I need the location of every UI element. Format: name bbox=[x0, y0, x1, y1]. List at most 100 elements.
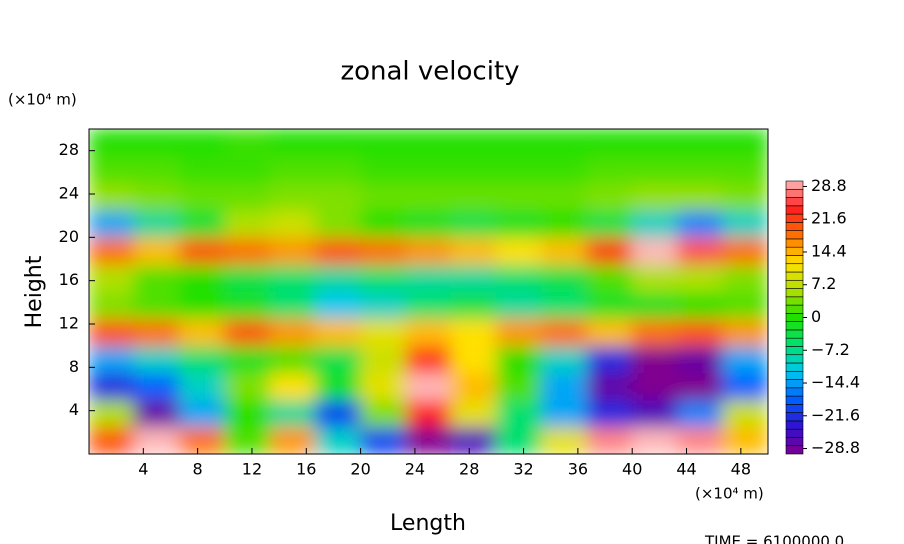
heatmap-cell bbox=[450, 345, 497, 374]
heatmap-cell bbox=[89, 209, 135, 238]
colorbar-segment bbox=[785, 346, 804, 356]
colorbar-segment bbox=[785, 205, 804, 215]
heatmap-cell bbox=[405, 263, 452, 292]
heatmap-cell bbox=[450, 209, 497, 238]
heatmap-cell bbox=[89, 372, 135, 401]
heatmap-cell bbox=[89, 291, 135, 320]
colorbar-segment bbox=[785, 329, 804, 339]
heatmap-cell bbox=[89, 236, 135, 265]
colorbar-label: 14.4 bbox=[811, 241, 847, 260]
heatmap-cell bbox=[89, 263, 135, 292]
heatmap-cell bbox=[631, 372, 679, 401]
x-unit: (×10⁴ m) bbox=[695, 485, 764, 503]
heatmap bbox=[89, 129, 768, 454]
colorbar-segment bbox=[785, 395, 804, 405]
heatmap-cell bbox=[676, 263, 724, 292]
x-tick-label: 8 bbox=[193, 460, 203, 479]
heatmap-cell bbox=[224, 182, 271, 211]
x-tick-label: 24 bbox=[405, 460, 425, 479]
heatmap-cell bbox=[133, 263, 181, 292]
colorbar-segment bbox=[785, 412, 804, 422]
colorbar-label: 0 bbox=[811, 307, 821, 326]
heatmap-cell bbox=[631, 155, 679, 184]
heatmap-cell bbox=[676, 209, 724, 238]
y-tick-label: 24 bbox=[59, 184, 79, 203]
heatmap-cell bbox=[360, 426, 407, 454]
heatmap-cell bbox=[314, 291, 362, 320]
x-tick-label: 16 bbox=[296, 460, 316, 479]
heatmap-cell bbox=[224, 209, 271, 238]
heatmap-cell bbox=[360, 263, 407, 292]
heatmap-cell bbox=[631, 345, 679, 374]
heatmap-cell bbox=[360, 209, 407, 238]
heatmap-cell bbox=[450, 372, 497, 401]
colorbar-segment bbox=[785, 379, 804, 389]
heatmap-cell bbox=[405, 426, 452, 454]
colorbar-label: −14.4 bbox=[811, 373, 860, 392]
heatmap-cell bbox=[722, 399, 768, 428]
heatmap-cell bbox=[89, 399, 135, 428]
chart-title: zonal velocity bbox=[340, 57, 519, 87]
heatmap-cell bbox=[133, 426, 181, 454]
colorbar-label: −21.6 bbox=[811, 405, 860, 424]
colorbar-segment bbox=[785, 321, 804, 331]
heatmap-cell bbox=[405, 345, 452, 374]
heatmap-cell bbox=[541, 182, 588, 211]
colorbar-segment bbox=[785, 445, 804, 455]
heatmap-cell bbox=[269, 236, 316, 265]
heatmap-cell bbox=[224, 155, 271, 184]
heatmap-cell bbox=[586, 236, 633, 265]
heatmap-cell bbox=[224, 345, 271, 374]
heatmap-cell bbox=[178, 209, 226, 238]
heatmap-cell bbox=[314, 209, 362, 238]
colorbar-segment bbox=[785, 288, 804, 298]
x-tick-label: 40 bbox=[622, 460, 642, 479]
heatmap-cell bbox=[676, 182, 724, 211]
heatmap-cell bbox=[405, 236, 452, 265]
footer: TIME = 6100000.0 bbox=[704, 533, 844, 544]
heatmap-cell bbox=[178, 345, 226, 374]
heatmap-cell bbox=[495, 291, 543, 320]
heatmap-cell bbox=[631, 426, 679, 454]
colorbar-label: 28.8 bbox=[811, 176, 847, 195]
heatmap-cell bbox=[631, 318, 679, 347]
heatmap-cell bbox=[586, 345, 633, 374]
heatmap-cell bbox=[360, 129, 407, 157]
heatmap-cell bbox=[269, 372, 316, 401]
colorbar-label: −7.2 bbox=[811, 340, 850, 359]
heatmap-cell bbox=[676, 426, 724, 454]
heatmap-cell bbox=[314, 155, 362, 184]
heatmap-cell bbox=[89, 345, 135, 374]
heatmap-cell bbox=[676, 345, 724, 374]
colorbar-segment bbox=[785, 263, 804, 273]
heatmap-cell bbox=[224, 426, 271, 454]
heatmap-cell bbox=[722, 318, 768, 347]
heatmap-cell bbox=[631, 236, 679, 265]
heatmap-cell bbox=[586, 318, 633, 347]
heatmap-cell bbox=[178, 129, 226, 157]
heatmap-cell bbox=[631, 399, 679, 428]
heatmap-cell bbox=[269, 129, 316, 157]
colorbar-label: 7.2 bbox=[811, 274, 836, 293]
heatmap-cell bbox=[722, 291, 768, 320]
heatmap-cell bbox=[676, 236, 724, 265]
heatmap-cell bbox=[89, 182, 135, 211]
heatmap-cell bbox=[269, 209, 316, 238]
heatmap-cell bbox=[586, 263, 633, 292]
heatmap-cell bbox=[495, 345, 543, 374]
colorbar-segment bbox=[785, 420, 804, 430]
heatmap-cell bbox=[178, 426, 226, 454]
heatmap-cell bbox=[631, 209, 679, 238]
heatmap-cell bbox=[314, 318, 362, 347]
heatmap-cell bbox=[495, 209, 543, 238]
heatmap-cell bbox=[178, 372, 226, 401]
heatmap-cell bbox=[541, 291, 588, 320]
heatmap-cell bbox=[541, 426, 588, 454]
heatmap-cell bbox=[631, 291, 679, 320]
heatmap-cell bbox=[405, 399, 452, 428]
y-axis-label: Height bbox=[22, 255, 47, 328]
x-tick-label: 48 bbox=[731, 460, 751, 479]
heatmap-cell bbox=[269, 426, 316, 454]
heatmap-cell bbox=[495, 182, 543, 211]
heatmap-cell bbox=[133, 209, 181, 238]
